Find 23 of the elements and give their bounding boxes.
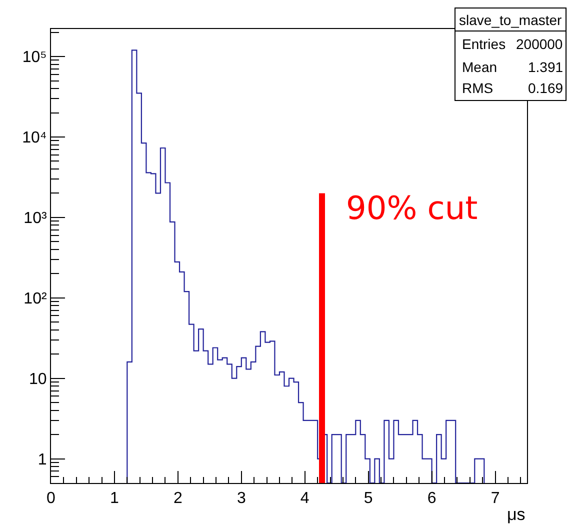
annotation: Mean [462, 59, 498, 75]
x-tick-label: 4 [300, 490, 310, 508]
x-tick-label: 2 [173, 490, 182, 508]
annotation: RMS [462, 80, 494, 96]
x-axis-title: μs [507, 505, 526, 524]
series-label: 90% cut [346, 189, 478, 227]
y-tick-label: 10⁵ [22, 49, 47, 66]
y-tick-label: 10⁴ [22, 130, 47, 147]
y-tick-label: 10³ [24, 210, 48, 228]
x-tick-label: 6 [427, 490, 436, 508]
text: 0.169 [528, 80, 564, 96]
x-tick-label: 5 [364, 490, 373, 508]
x-tick-label: 0 [46, 490, 56, 508]
text: 1.391 [528, 59, 564, 75]
x-tick-label: 7 [490, 490, 500, 508]
x-tick-label: 3 [236, 490, 246, 508]
annotation: 200000 [516, 36, 563, 52]
text: slave_to_master [459, 12, 562, 28]
y-tick-label: 10 [29, 370, 47, 388]
y-tick-label: 1 [38, 451, 47, 468]
x-tick-label: 1 [110, 490, 120, 508]
annotation: Entries [462, 36, 506, 52]
y-tick-label: 10² [24, 290, 48, 308]
